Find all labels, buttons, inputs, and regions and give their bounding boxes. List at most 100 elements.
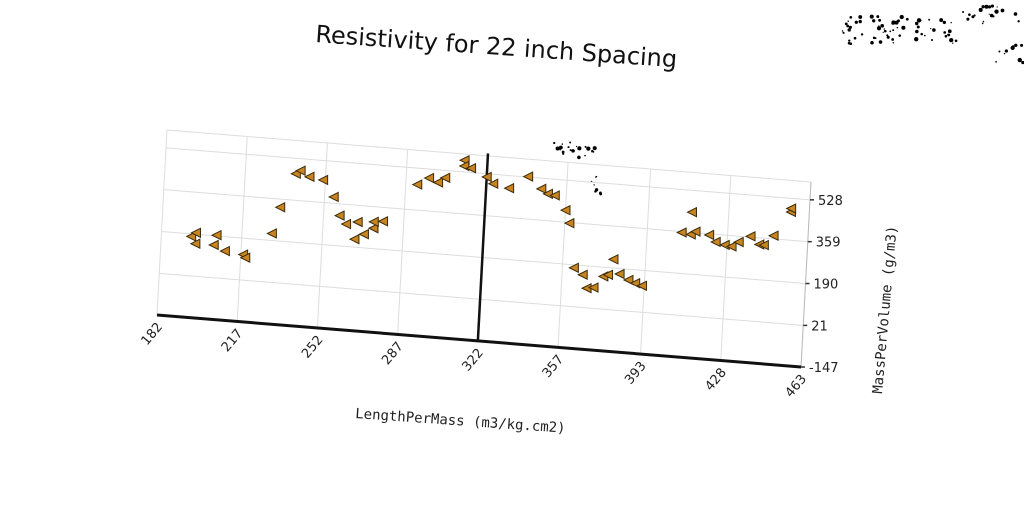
data-point [423,172,435,184]
noise-speck [876,15,880,19]
noise-speck [894,20,899,25]
noise-speck [874,37,877,40]
noise-speck [886,35,890,39]
noise-speck [892,41,895,44]
data-point [568,262,579,274]
noise-speck [878,25,880,27]
data-point [535,183,547,195]
noise-speck [947,33,951,37]
noise-speck [870,41,874,45]
data-point [274,201,286,213]
noise-speck [939,18,944,23]
noise-speck [916,25,920,29]
data-point [294,165,306,176]
noise-speck [569,149,572,152]
noise-speck [971,15,975,19]
noise-speck [853,36,857,40]
data-point [613,268,625,280]
noise-speck [1010,45,1015,50]
noise-speck [860,33,864,36]
noise-speck [858,15,861,17]
data-point [744,231,756,242]
right-axis [800,181,812,368]
data-point [703,229,715,241]
noise-speck [995,60,997,63]
noise-speck [892,29,895,32]
noise-speck [858,19,862,24]
noise-speck [569,141,572,144]
noise-speck [561,150,565,154]
noise-speck [558,145,563,150]
x-tick-label: 182 [139,320,166,349]
data-point [767,230,779,241]
data-point [622,274,634,286]
data-point [367,222,379,234]
data-point [190,227,201,239]
data-point [317,174,329,186]
noise-speck [996,6,998,8]
noise-speck [989,13,994,18]
x-tick-label: 357 [540,352,567,381]
data-point [340,218,352,230]
noise-speck [968,13,971,16]
noise-speck [891,38,895,41]
noise-speck [577,155,581,160]
data-point [686,206,697,218]
noise-speck [878,40,883,44]
noise-speck [841,30,844,32]
noise-speck [880,23,885,28]
reference-line [476,153,490,341]
noise-speck [595,176,597,178]
x-axis-label: LengthPerMass (m3/kg.cm2) [355,406,566,437]
noise-speck [981,22,984,25]
data-point [352,216,363,228]
noise-speck [962,11,965,14]
noise-speck [990,4,995,8]
x-tick-label: 463 [783,372,810,401]
data-point [328,191,339,203]
noise-speck [876,26,882,31]
noise-speck [930,39,934,42]
right-axis-line [800,181,812,368]
noise-speck [898,34,901,37]
gridline-v [640,169,652,355]
noise-specks [553,4,1024,196]
data-point [733,236,744,248]
noise-speck [567,146,570,149]
data-point [785,203,797,214]
data-point [266,228,277,239]
noise-speck [593,184,595,186]
noise-speck [886,34,889,37]
noise-speck [915,29,919,34]
noise-speck [891,22,895,25]
noise-speck [954,39,958,43]
data-point [189,238,201,250]
data-point [725,241,737,252]
noise-speck [1014,43,1018,47]
gridline-v [557,162,569,348]
noise-speck [1013,12,1018,16]
noise-speck [584,145,587,148]
data-point [607,254,619,265]
noise-speck [984,4,989,9]
noise-speck [592,151,595,153]
noise-speck [944,34,948,38]
noise-speck [592,146,597,151]
noise-speck [896,26,899,29]
noise-speck [883,28,885,30]
noise-speck [872,19,876,23]
noise-speck [1017,20,1020,23]
chart-title: Resistivity for 22 inch Spacing [315,20,679,73]
noise-speck [584,154,586,157]
noise-speck [978,7,983,12]
noise-speck [950,21,952,24]
noise-speck [575,145,578,148]
noise-speck [932,28,936,32]
noise-speck [905,17,909,21]
noise-speck [586,146,591,151]
y-tick-label: 359 [816,236,841,251]
data-point [239,252,251,264]
noise-speck [916,18,922,23]
noise-speck [553,141,556,145]
